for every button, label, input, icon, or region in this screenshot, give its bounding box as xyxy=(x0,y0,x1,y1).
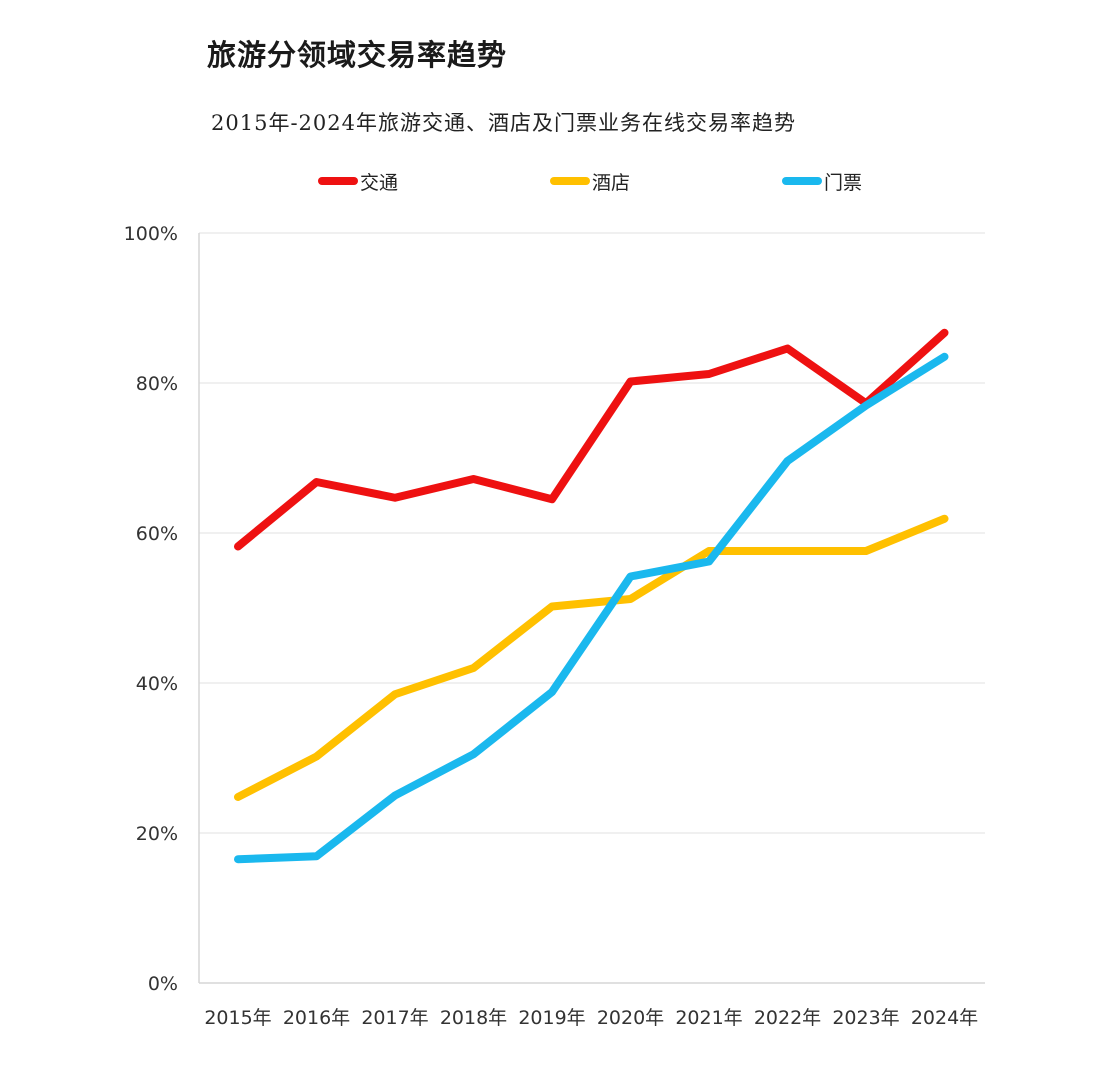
y-tick-label: 20% xyxy=(136,823,178,845)
legend-label-transport: 交通 xyxy=(360,171,399,194)
y-tick-label: 0% xyxy=(148,973,178,995)
x-tick-label: 2020年 xyxy=(597,1007,664,1029)
series-lines xyxy=(234,328,949,864)
chart-title: 旅游分领域交易率趋势 xyxy=(207,38,508,72)
series-line-hotel xyxy=(234,514,949,801)
chart-legend: 交通 酒店 门票 xyxy=(0,167,1098,195)
y-tick-label: 80% xyxy=(136,373,178,395)
legend-item-ticket: 门票 xyxy=(782,167,862,195)
x-tick-label: 2023年 xyxy=(832,1007,899,1029)
legend-label-ticket: 门票 xyxy=(824,171,863,194)
x-tick-label: 2019年 xyxy=(518,1007,585,1029)
tick-labels: 0% 20% 40% 60% 80% 100% 2015年 2016年 2017年 2018年 20… xyxy=(124,223,979,1029)
x-tick-label: 2024年 xyxy=(911,1007,978,1029)
legend-label-hotel: 酒店 xyxy=(592,171,631,194)
grid-lines xyxy=(199,232,985,834)
legend-item-hotel: 酒店 xyxy=(550,167,630,195)
y-tick-label: 40% xyxy=(136,673,178,695)
series-line-transport xyxy=(234,328,949,551)
x-tick-label: 2016年 xyxy=(283,1007,350,1029)
x-tick-label: 2015年 xyxy=(204,1007,271,1029)
legend-swatch-ticket xyxy=(782,177,822,185)
legend-swatch-hotel xyxy=(550,177,590,185)
legend-swatch-transport xyxy=(318,177,358,185)
series-line-ticket xyxy=(234,352,949,864)
axes xyxy=(198,233,985,984)
x-tick-label: 2021年 xyxy=(675,1007,742,1029)
x-tick-label: 2018年 xyxy=(440,1007,507,1029)
y-tick-label: 60% xyxy=(136,523,178,545)
y-tick-label: 100% xyxy=(124,223,178,245)
x-tick-label: 2017年 xyxy=(361,1007,428,1029)
x-tick-label: 2022年 xyxy=(754,1007,821,1029)
legend-item-transport: 交通 xyxy=(318,167,398,195)
chart-subtitle: 2015年-2024年旅游交通、酒店及门票业务在线交易率趋势 xyxy=(211,111,796,135)
